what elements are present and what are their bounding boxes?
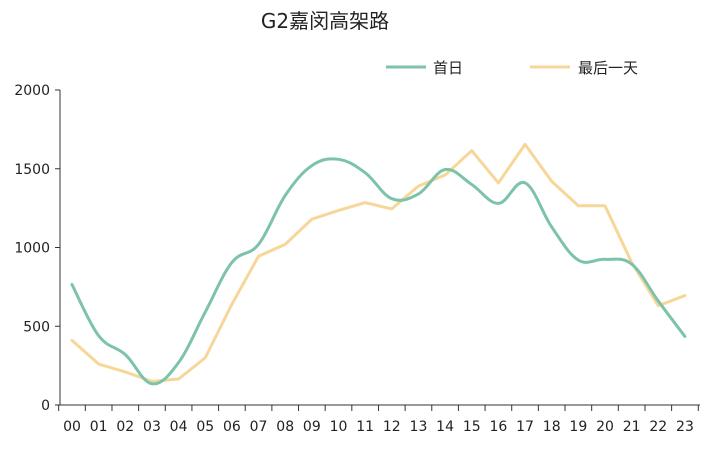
legend-label-series-1: 首日 [433, 59, 463, 77]
x-tick-label: 03 [143, 419, 161, 435]
x-tick-label: 08 [276, 419, 294, 435]
x-tick-label: 17 [516, 419, 534, 435]
data-point-series-2-08 [283, 242, 287, 246]
data-point-series-1-01 [97, 334, 101, 338]
x-tick-label: 07 [250, 419, 268, 435]
legend: 首日 最后一天 [386, 59, 638, 77]
y-tick-label: 2000 [14, 83, 50, 99]
x-tick-label: 18 [543, 419, 561, 435]
data-point-series-2-16 [496, 181, 500, 185]
y-tick-label: 0 [41, 398, 50, 414]
data-point-series-1-03 [150, 382, 154, 386]
data-point-series-2-17 [523, 142, 527, 146]
data-point-series-1-08 [283, 194, 287, 198]
data-point-series-1-05 [203, 310, 207, 314]
data-point-series-2-04 [177, 377, 181, 381]
data-point-series-2-01 [97, 362, 101, 366]
data-point-series-2-19 [576, 204, 580, 208]
data-point-series-1-10 [337, 157, 341, 161]
data-point-series-2-10 [337, 208, 341, 212]
data-point-series-1-17 [523, 181, 527, 185]
x-tick-label: 13 [410, 419, 428, 435]
data-point-series-1-09 [310, 164, 314, 168]
data-point-series-2-05 [203, 356, 207, 360]
x-tick-label: 10 [330, 419, 348, 435]
axes: 0 500 1000 1500 2000 00 01 02 03 04 05 06 07 08 09 10 11… [14, 83, 700, 435]
data-point-series-2-00 [70, 338, 74, 342]
x-tick-label: 16 [489, 419, 507, 435]
x-tick-label: 14 [436, 419, 454, 435]
x-tick-label: 15 [463, 419, 481, 435]
y-tick-label: 1000 [14, 241, 50, 257]
data-point-series-2-07 [257, 254, 261, 258]
data-point-series-1-11 [363, 171, 367, 175]
data-point-series-2-15 [470, 149, 474, 153]
data-point-series-1-21 [630, 262, 634, 266]
data-point-series-2-13 [416, 184, 420, 188]
data-point-series-1-06 [230, 260, 234, 264]
x-tick-label: 06 [223, 419, 241, 435]
series-line-2 [70, 142, 687, 383]
plot-area [70, 142, 687, 386]
legend-label-series-2: 最后一天 [578, 59, 638, 77]
chart-title: G2嘉闵高架路 [261, 9, 389, 33]
data-point-series-1-14 [443, 168, 447, 172]
data-point-series-1-07 [257, 242, 261, 246]
data-point-series-1-20 [603, 257, 607, 261]
data-point-series-2-18 [550, 179, 554, 183]
x-tick-label: 19 [569, 419, 587, 435]
x-tick-label: 00 [63, 419, 81, 435]
x-tick-label: 20 [596, 419, 614, 435]
data-point-series-1-04 [177, 360, 181, 364]
y-tick-label: 500 [23, 319, 50, 335]
data-point-series-2-14 [443, 173, 447, 177]
x-tick-label: 04 [170, 419, 188, 435]
data-point-series-2-11 [363, 201, 367, 205]
x-tick-label: 11 [356, 419, 374, 435]
x-tick-label: 01 [90, 419, 108, 435]
x-tick-label: 09 [303, 419, 321, 435]
data-point-series-2-12 [390, 207, 394, 211]
data-point-series-1-02 [123, 353, 127, 357]
data-point-series-1-00 [70, 283, 74, 287]
x-tick-label: 21 [623, 419, 641, 435]
data-point-series-1-15 [470, 183, 474, 187]
y-tick-label: 1500 [14, 162, 50, 178]
x-tick-label: 12 [383, 419, 401, 435]
series-line-1 [70, 157, 687, 386]
data-point-series-1-19 [576, 258, 580, 262]
data-point-series-2-09 [310, 217, 314, 221]
x-tick-label: 02 [116, 419, 134, 435]
data-point-series-1-12 [390, 197, 394, 201]
data-point-series-1-23 [683, 334, 687, 338]
data-point-series-2-06 [230, 302, 234, 306]
data-point-series-1-16 [496, 201, 500, 205]
x-tick-label: 22 [649, 419, 667, 435]
data-point-series-2-02 [123, 370, 127, 374]
data-point-series-1-13 [416, 192, 420, 196]
x-tick-label: 05 [196, 419, 214, 435]
x-tick-label: 23 [676, 419, 694, 435]
data-point-series-1-22 [656, 299, 660, 303]
data-point-series-1-18 [550, 225, 554, 229]
data-point-series-2-20 [603, 204, 607, 208]
data-point-series-2-23 [683, 294, 687, 298]
